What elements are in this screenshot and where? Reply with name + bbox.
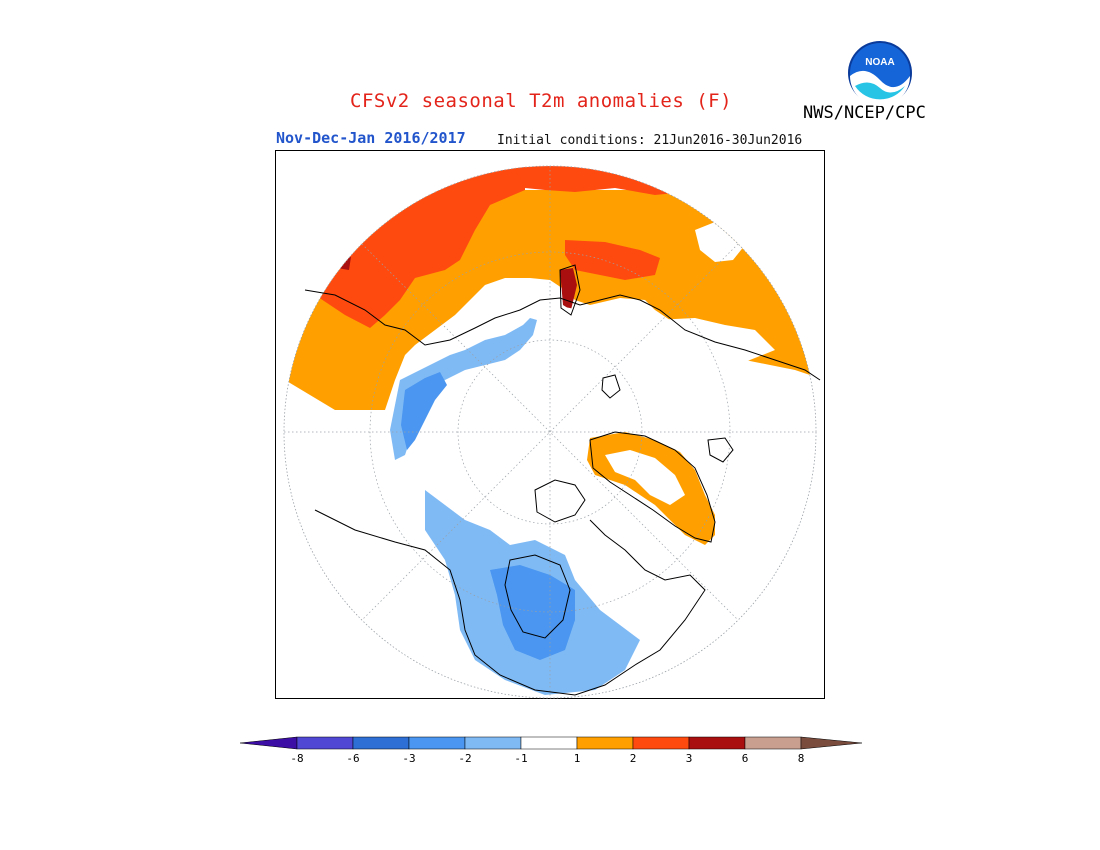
coastline-svalbard [601, 374, 621, 399]
anomaly-field [285, 166, 816, 695]
colorbar-segment [296, 736, 354, 750]
colorbar-label: -1 [514, 752, 528, 765]
colorbar-segment [464, 736, 522, 750]
anomaly-region-minus2-north-america [490, 565, 575, 660]
coastline-archipelago [534, 479, 586, 523]
noaa-logo: NOAA [848, 41, 912, 106]
colorbar-segment [520, 736, 578, 750]
colorbar-label: -3 [402, 752, 416, 765]
colorbar-label: 1 [573, 752, 581, 765]
coastline-iceland [707, 437, 734, 463]
anomaly-region-minus1-siberia [390, 318, 537, 460]
colorbar-label: -2 [458, 752, 472, 765]
colorbar-segment [744, 736, 802, 750]
anomaly-region-minus2-siberia [401, 372, 447, 450]
colorbar-arrow-low [240, 736, 298, 750]
graticule [284, 166, 816, 698]
coastline-novaya-zemlya [559, 264, 581, 316]
colorbar-segment [688, 736, 746, 750]
colorbar-label: 2 [629, 752, 637, 765]
colorbar-label: -6 [346, 752, 360, 765]
coastline-hudson-bay [504, 554, 571, 639]
season-label: Nov-Dec-Jan 2016/2017 [276, 129, 466, 147]
initial-conditions-label: Initial conditions: 21Jun2016-30Jun2016 [497, 133, 803, 148]
colorbar-segment [352, 736, 410, 750]
coastlines [304, 264, 821, 696]
chart-title: CFSv2 seasonal T2m anomalies (F) [350, 90, 733, 112]
map-boundary [283, 165, 817, 699]
colorbar-label: 6 [741, 752, 749, 765]
coastline-eurasia [304, 289, 821, 381]
colorbar-label: -8 [290, 752, 304, 765]
colorbar-segment [576, 736, 634, 750]
neutral-region-east-coast [655, 318, 775, 362]
map-panel [275, 150, 825, 699]
colorbar-arrow-high [800, 736, 862, 750]
logo-text: NOAA [865, 57, 894, 68]
neutral-region-greenland-interior [605, 450, 685, 505]
colorbar [240, 736, 862, 750]
colorbar-label: 3 [685, 752, 693, 765]
agency-label: NWS/NCEP/CPC [803, 103, 926, 123]
coastline-greenland [589, 431, 716, 543]
colorbar-segment [408, 736, 466, 750]
anomaly-region-plus2-central [565, 240, 660, 280]
colorbar-segment [632, 736, 690, 750]
colorbar-label: 8 [797, 752, 805, 765]
coastline-north-america [314, 509, 706, 696]
